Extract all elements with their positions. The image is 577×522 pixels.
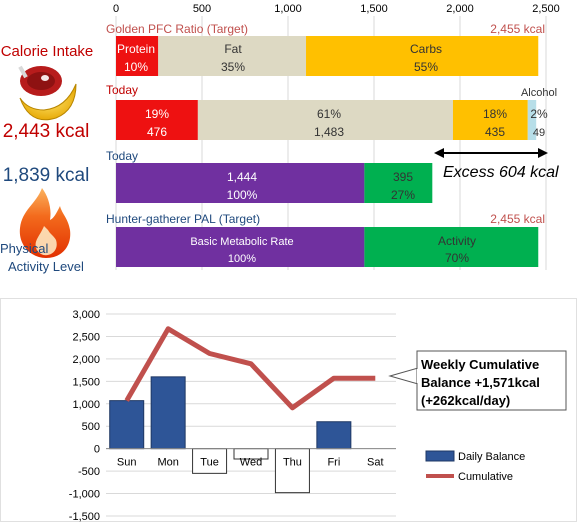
weekly-x-tick-label: Fri bbox=[327, 457, 340, 469]
today-carbs-pct: 18% bbox=[483, 107, 507, 121]
daily-balance-bar bbox=[192, 448, 228, 474]
weekly-y-tick-label: 2,000 bbox=[72, 354, 100, 366]
bar-segment bbox=[116, 163, 365, 203]
meat-icon bbox=[18, 65, 62, 96]
protein-pct: 10% bbox=[124, 60, 148, 74]
row-total-golden-pfc: 2,455 kcal bbox=[490, 22, 545, 36]
bar-segment bbox=[116, 100, 198, 140]
carbs-pct: 55% bbox=[414, 60, 438, 74]
activity-name: Activity bbox=[438, 234, 476, 248]
today-activity-value: 395 bbox=[393, 170, 413, 184]
bar-segment bbox=[364, 163, 433, 203]
top-x-tick-label: 1,000 bbox=[274, 3, 302, 15]
callout-line3: (+262kcal/day) bbox=[421, 393, 510, 408]
top-x-tick-label: 500 bbox=[193, 3, 211, 15]
bmr-name: Basic Metabolic Rate bbox=[190, 236, 293, 248]
activity-value: 1,839 kcal bbox=[3, 165, 90, 186]
fat-pct: 35% bbox=[221, 60, 245, 74]
top-x-tick-label: 1,500 bbox=[360, 3, 388, 15]
today-bmr-pct: 100% bbox=[227, 188, 258, 202]
today-fat-value: 1,483 bbox=[314, 125, 344, 139]
bar-segment bbox=[116, 36, 159, 76]
callout-line2: Balance +1,571kcal bbox=[421, 375, 540, 390]
today-fat-pct: 61% bbox=[317, 107, 341, 121]
legend: Daily Balance Cumulative bbox=[425, 450, 525, 483]
weekly-y-tick-label: 0 bbox=[94, 444, 100, 456]
weekly-x-tick-label: Tue bbox=[200, 457, 219, 469]
legend-cumulative: Cumulative bbox=[458, 471, 513, 483]
top-x-tick-label: 0 bbox=[113, 3, 119, 15]
daily-balance-bar bbox=[316, 421, 352, 450]
alcohol-label: Alcohol bbox=[521, 87, 557, 99]
cumulative-line bbox=[124, 326, 376, 411]
weekly-x-tick-label: Mon bbox=[157, 457, 178, 469]
today-protein-pct: 19% bbox=[145, 107, 169, 121]
bar-segment bbox=[158, 36, 307, 76]
today-bmr-value: 1,444 bbox=[227, 170, 257, 184]
banana-icon bbox=[19, 83, 77, 121]
daily-balance-bar bbox=[109, 400, 145, 450]
weekly-y-tick-label: 1,000 bbox=[72, 399, 100, 411]
legend-swatch-daily-balance bbox=[425, 450, 455, 462]
row-label-golden-pfc: Golden PFC Ratio (Target) bbox=[106, 22, 248, 36]
bar-segment bbox=[306, 36, 539, 76]
weekly-balance-chart: 3,000 2,500 2,000 1,500 1,000 500 0 -500 -1,000 -… bbox=[0, 298, 577, 522]
weekly-x-tick-label: Thu bbox=[283, 457, 302, 469]
today-carbs-value: 435 bbox=[485, 125, 505, 139]
bar-segment bbox=[197, 100, 453, 140]
bar-segment bbox=[527, 100, 537, 140]
row-total-hunter-gatherer: 2,455 kcal bbox=[490, 212, 545, 226]
row-label-today-intake: Today bbox=[106, 83, 138, 97]
today-alcohol-pct: 2% bbox=[530, 107, 548, 121]
top-x-axis: 0 500 1,000 1,500 2,000 2,500 bbox=[113, 3, 560, 15]
excess-arrow bbox=[434, 148, 548, 158]
fat-name: Fat bbox=[224, 42, 242, 56]
weekly-y-tick-label: -1,000 bbox=[69, 489, 100, 501]
bar-segment bbox=[452, 100, 528, 140]
calorie-intake-label: Calorie Intake bbox=[1, 43, 94, 60]
weekly-x-tick-label: Wed bbox=[240, 457, 262, 469]
daily-balance-bar bbox=[274, 448, 310, 494]
carbs-name: Carbs bbox=[410, 42, 442, 56]
bar-segment bbox=[364, 227, 539, 267]
weekly-y-axis: 3,000 2,500 2,000 1,500 1,000 500 0 -500 -1,000 -… bbox=[69, 309, 100, 522]
bar-segment bbox=[116, 227, 365, 267]
top-x-tick-label: 2,000 bbox=[446, 3, 474, 15]
physical-activity-label-line2: Activity Level bbox=[8, 259, 84, 274]
weekly-x-tick-label: Sun bbox=[117, 457, 137, 469]
weekly-y-tick-label: 3,000 bbox=[72, 309, 100, 321]
pfc-balance-chart: 0 500 1,000 1,500 2,000 2,500 Calorie Intake … bbox=[0, 3, 560, 274]
top-x-tick-label: 2,500 bbox=[532, 3, 560, 15]
today-alcohol-value: 49 bbox=[533, 127, 545, 139]
callout-line1: Weekly Cumulative bbox=[421, 357, 539, 372]
today-activity-pct: 27% bbox=[391, 188, 415, 202]
today-protein-value: 476 bbox=[147, 125, 167, 139]
row-label-hunter-gatherer: Hunter-gatherer PAL (Target) bbox=[106, 212, 260, 226]
bmr-pct: 100% bbox=[228, 253, 256, 265]
calorie-intake-value: 2,443 kcal bbox=[3, 121, 90, 142]
row-label-today-activity: Today bbox=[106, 149, 138, 163]
top-bars bbox=[116, 36, 539, 267]
weekly-y-tick-label: 500 bbox=[82, 421, 100, 433]
weekly-y-tick-label: 1,500 bbox=[72, 376, 100, 388]
weekly-callout bbox=[388, 350, 567, 411]
legend-daily-balance: Daily Balance bbox=[458, 451, 525, 463]
daily-balance-bar bbox=[150, 376, 186, 450]
protein-name: Protein bbox=[117, 42, 155, 56]
fire-icon bbox=[19, 188, 71, 258]
physical-activity-label-line1: Physical bbox=[0, 241, 49, 256]
weekly-x-tick-label: Sat bbox=[367, 457, 384, 469]
weekly-y-tick-label: 2,500 bbox=[72, 331, 100, 343]
daily-balance-bars bbox=[109, 376, 352, 494]
activity-pct: 70% bbox=[445, 251, 469, 265]
excess-annotation: Excess 604 kcal bbox=[443, 164, 559, 181]
weekly-y-tick-label: -500 bbox=[78, 466, 100, 478]
weekly-x-axis: Sun Mon Tue Wed Thu Fri Sat bbox=[117, 457, 384, 469]
weekly-y-tick-label: -1,500 bbox=[69, 511, 100, 522]
